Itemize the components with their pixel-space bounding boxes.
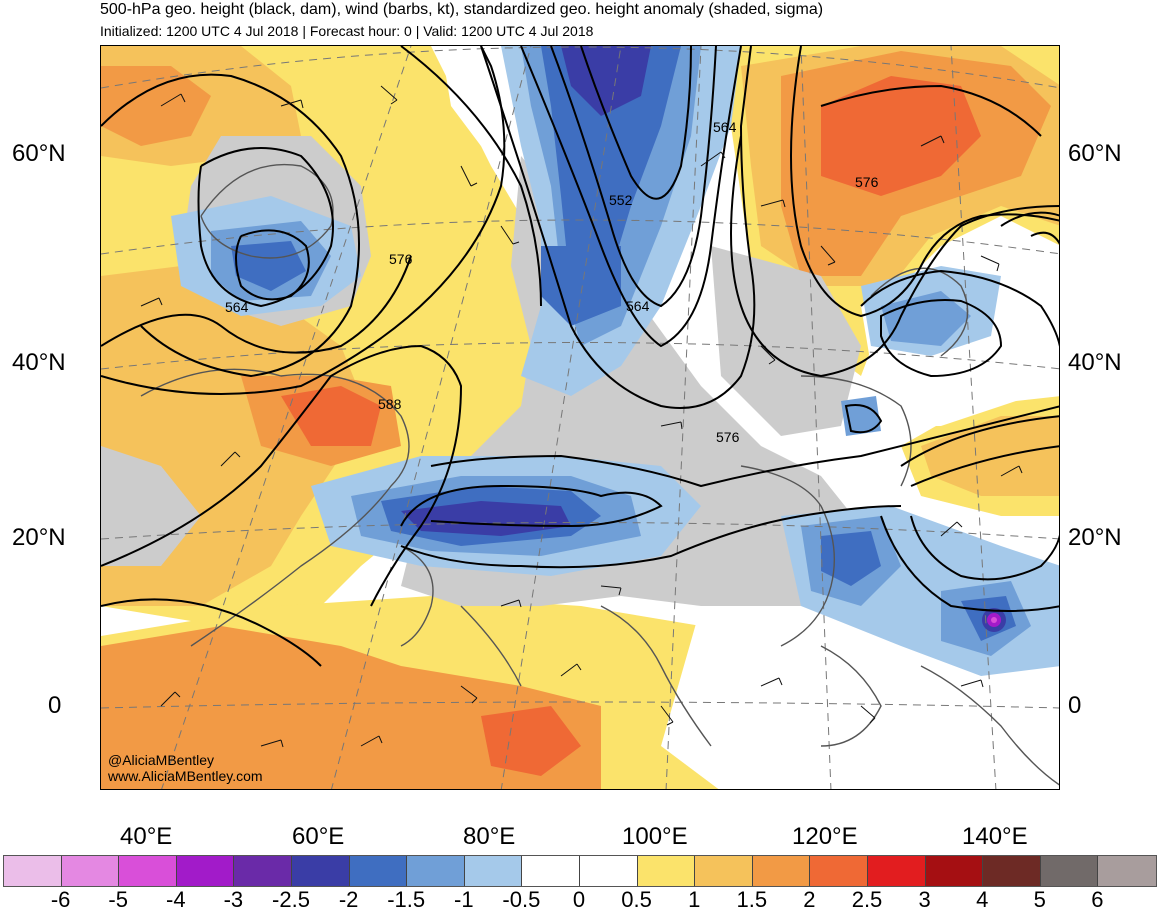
colorbar-swatch <box>61 856 120 886</box>
colorbar-tick-label: -5 <box>108 887 128 912</box>
colorbar-swatch <box>1040 856 1099 886</box>
colorbar-tick-label: 2 <box>803 887 816 912</box>
colorbar-tick-label: 3 <box>918 887 931 912</box>
lat-label-left: 60°N <box>12 140 66 167</box>
lat-label-left: 20°N <box>12 524 66 551</box>
map-title: 500-hPa geo. height (black, dam), wind (… <box>100 1 824 18</box>
lat-label-left: 40°N <box>12 349 66 376</box>
contour-label: 588 <box>378 396 402 412</box>
colorbar-swatch <box>1098 856 1156 886</box>
colorbar-swatch <box>810 856 868 886</box>
colorbar-swatch <box>349 856 408 886</box>
coastlines <box>140 163 1059 786</box>
contour-label-group: 564 576 552 564 576 564 576 588 <box>225 119 879 445</box>
lat-label-left: 0 <box>48 692 62 719</box>
colorbar-tick-label: -1.5 <box>387 887 426 912</box>
colorbar-tick-label: 0.5 <box>621 887 652 912</box>
contour-label: 552 <box>609 192 633 208</box>
lon-label: 40°E <box>120 823 173 850</box>
lon-label: 60°E <box>292 823 345 850</box>
colorbar-swatch <box>4 856 62 886</box>
colorbar-swatch <box>407 856 465 886</box>
colorbar-swatch <box>867 856 926 886</box>
colorbar-tick-label: 2.5 <box>851 887 883 912</box>
colorbar-tick-label: 0 <box>572 887 586 912</box>
contour-label: 564 <box>713 119 737 135</box>
colorbar-swatch <box>522 856 580 886</box>
credit-handle: @AliciaMBentley <box>108 752 215 768</box>
colorbar-swatch <box>579 856 638 886</box>
map-subtitle: Initialized: 1200 UTC 4 Jul 2018 | Forec… <box>100 23 594 39</box>
contour-label: 576 <box>389 251 413 267</box>
lat-label-right: 0 <box>1068 692 1082 719</box>
colorbar-tick-label: -0.5 <box>502 887 541 912</box>
map-canvas: 564 576 552 564 576 564 576 588 <box>101 46 1059 789</box>
colorbar-swatch <box>752 856 811 886</box>
colorbar-swatch <box>637 856 696 886</box>
lon-label: 120°E <box>792 823 858 850</box>
colorbar-tick-label: -1 <box>454 887 474 912</box>
colorbar-tick-label: 6 <box>1091 887 1104 912</box>
colorbar-tick-label: -4 <box>166 887 186 912</box>
lon-label: 140°E <box>962 823 1028 850</box>
height-contours <box>101 46 1059 667</box>
colorbar <box>3 855 1157 887</box>
negative-anomaly-shading <box>171 46 1059 676</box>
lon-label: 100°E <box>622 823 688 850</box>
contour-label: 576 <box>716 429 740 445</box>
credit-website: www.AliciaMBentley.com <box>108 768 263 784</box>
colorbar-tick-label: 5 <box>1033 887 1046 912</box>
colorbar-tick-label: 1 <box>688 887 701 912</box>
colorbar-swatch <box>176 856 235 886</box>
colorbar-swatch <box>695 856 753 886</box>
contour-label: 576 <box>855 174 879 190</box>
colorbar-swatch <box>464 856 523 886</box>
colorbar-tick-label: 1.5 <box>736 887 768 912</box>
colorbar-tick-label: -6 <box>50 887 71 912</box>
lat-label-right: 40°N <box>1068 349 1122 376</box>
colorbar-tick-label: -3 <box>223 887 244 912</box>
colorbar-swatch <box>234 856 292 886</box>
colorbar-tick-label: 4 <box>976 887 989 912</box>
contour-label: 564 <box>626 298 650 314</box>
lat-label-right: 60°N <box>1068 140 1122 167</box>
map-panel: 564 576 552 564 576 564 576 588 <box>100 45 1060 790</box>
lon-label: 80°E <box>463 823 516 850</box>
colorbar-tick-label: -2.5 <box>272 887 310 912</box>
contour-label: 564 <box>225 299 249 315</box>
wind-barbs <box>140 85 1023 748</box>
colorbar-tick-label: -2 <box>338 887 359 912</box>
colorbar-swatch <box>983 856 1041 886</box>
colorbar-swatch <box>119 856 177 886</box>
colorbar-swatch <box>925 856 984 886</box>
colorbar-swatch <box>291 856 350 886</box>
lat-label-right: 20°N <box>1068 524 1122 551</box>
